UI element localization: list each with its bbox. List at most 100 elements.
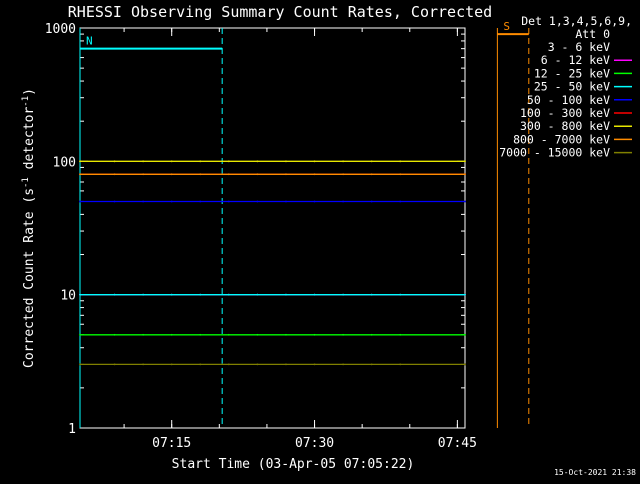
data-point <box>342 363 345 366</box>
data-point <box>142 173 145 176</box>
marker-label: S <box>503 20 510 33</box>
data-point <box>227 363 230 366</box>
data-point <box>464 160 466 163</box>
data-point <box>285 173 287 176</box>
generation-timestamp: 15-Oct-2021 21:38 <box>554 468 636 477</box>
data-point <box>464 333 466 336</box>
data-point <box>113 173 116 176</box>
data-point <box>285 363 287 366</box>
data-point <box>399 363 402 366</box>
data-point <box>256 333 259 336</box>
data-point <box>399 200 402 203</box>
data-point <box>142 293 145 296</box>
data-point <box>370 333 373 336</box>
series-group <box>79 293 466 296</box>
data-point <box>79 200 81 203</box>
y-tick-label: 10 <box>60 289 76 304</box>
y-tick-label: 1000 <box>45 22 76 37</box>
y-axis-label-exp1: -1 <box>21 177 31 188</box>
data-point <box>170 293 173 296</box>
legend-label: 6 - 12 keV <box>541 53 610 67</box>
chart-title: RHESSI Observing Summary Count Rates, Co… <box>68 3 492 21</box>
legend-label: 3 - 6 keV <box>548 40 610 54</box>
legend-label: 100 - 300 keV <box>520 106 610 120</box>
data-point <box>313 333 316 336</box>
series-group <box>79 173 466 176</box>
data-point <box>170 363 173 366</box>
data-point <box>342 333 345 336</box>
data-point <box>399 333 402 336</box>
data-point <box>227 173 230 176</box>
series-group <box>79 160 466 163</box>
x-tick-label: 07:15 <box>152 436 191 451</box>
series-group <box>79 333 466 336</box>
legend-label: 12 - 25 keV <box>534 66 610 80</box>
series-layer <box>79 160 466 366</box>
y-axis-label-mid: detector <box>22 107 37 178</box>
legend-label: 50 - 100 keV <box>527 93 610 107</box>
data-point <box>170 333 173 336</box>
data-point <box>199 293 202 296</box>
data-point <box>342 160 345 163</box>
data-point <box>142 160 145 163</box>
data-point <box>370 293 373 296</box>
data-point <box>142 333 145 336</box>
data-point <box>256 293 259 296</box>
data-point <box>79 173 81 176</box>
y-axis-label-pre: Corrected Count Rate (s <box>22 188 37 368</box>
data-point <box>313 173 316 176</box>
data-point <box>464 363 466 366</box>
data-point <box>399 160 402 163</box>
legend-label: 300 - 800 keV <box>520 119 610 133</box>
data-point <box>399 293 402 296</box>
data-point <box>170 200 173 203</box>
data-point <box>79 333 81 336</box>
data-point <box>285 200 287 203</box>
interval-marker-layer: NS <box>79 20 530 428</box>
data-point <box>142 200 145 203</box>
data-point <box>199 333 202 336</box>
data-point <box>227 293 230 296</box>
series-group <box>79 363 466 366</box>
data-point <box>170 173 173 176</box>
data-point <box>313 200 316 203</box>
data-point <box>313 363 316 366</box>
data-point <box>227 200 230 203</box>
x-tick-label: 07:45 <box>438 436 477 451</box>
data-point <box>342 293 345 296</box>
data-point <box>313 160 316 163</box>
data-point <box>256 200 259 203</box>
data-point <box>199 160 202 163</box>
data-point <box>170 160 173 163</box>
x-axis-label: Start Time (03-Apr-05 07:05:22) <box>172 457 415 472</box>
data-point <box>113 200 116 203</box>
data-point <box>399 173 402 176</box>
tick-layer <box>80 27 465 429</box>
data-point <box>199 363 202 366</box>
data-point <box>256 173 259 176</box>
legend-label: 800 - 7000 keV <box>513 132 610 146</box>
data-point <box>79 363 81 366</box>
y-tick-label: 100 <box>53 155 76 170</box>
data-point <box>256 363 259 366</box>
data-point <box>113 293 116 296</box>
legend-header-line-1: Det 1,3,4,5,6,9, <box>521 14 632 28</box>
data-point <box>464 293 466 296</box>
x-tick-label: 07:30 <box>295 436 334 451</box>
data-point <box>370 173 373 176</box>
y-axis-label: Corrected Count Rate (s-1 detector-1) <box>21 88 37 368</box>
data-point <box>285 333 287 336</box>
y-axis-label-exp2: -1 <box>21 96 31 107</box>
series-group <box>79 200 466 203</box>
data-point <box>313 293 316 296</box>
data-point <box>464 173 466 176</box>
data-point <box>370 200 373 203</box>
data-point <box>113 363 116 366</box>
data-point <box>285 293 287 296</box>
data-point <box>113 160 116 163</box>
data-point <box>227 333 230 336</box>
